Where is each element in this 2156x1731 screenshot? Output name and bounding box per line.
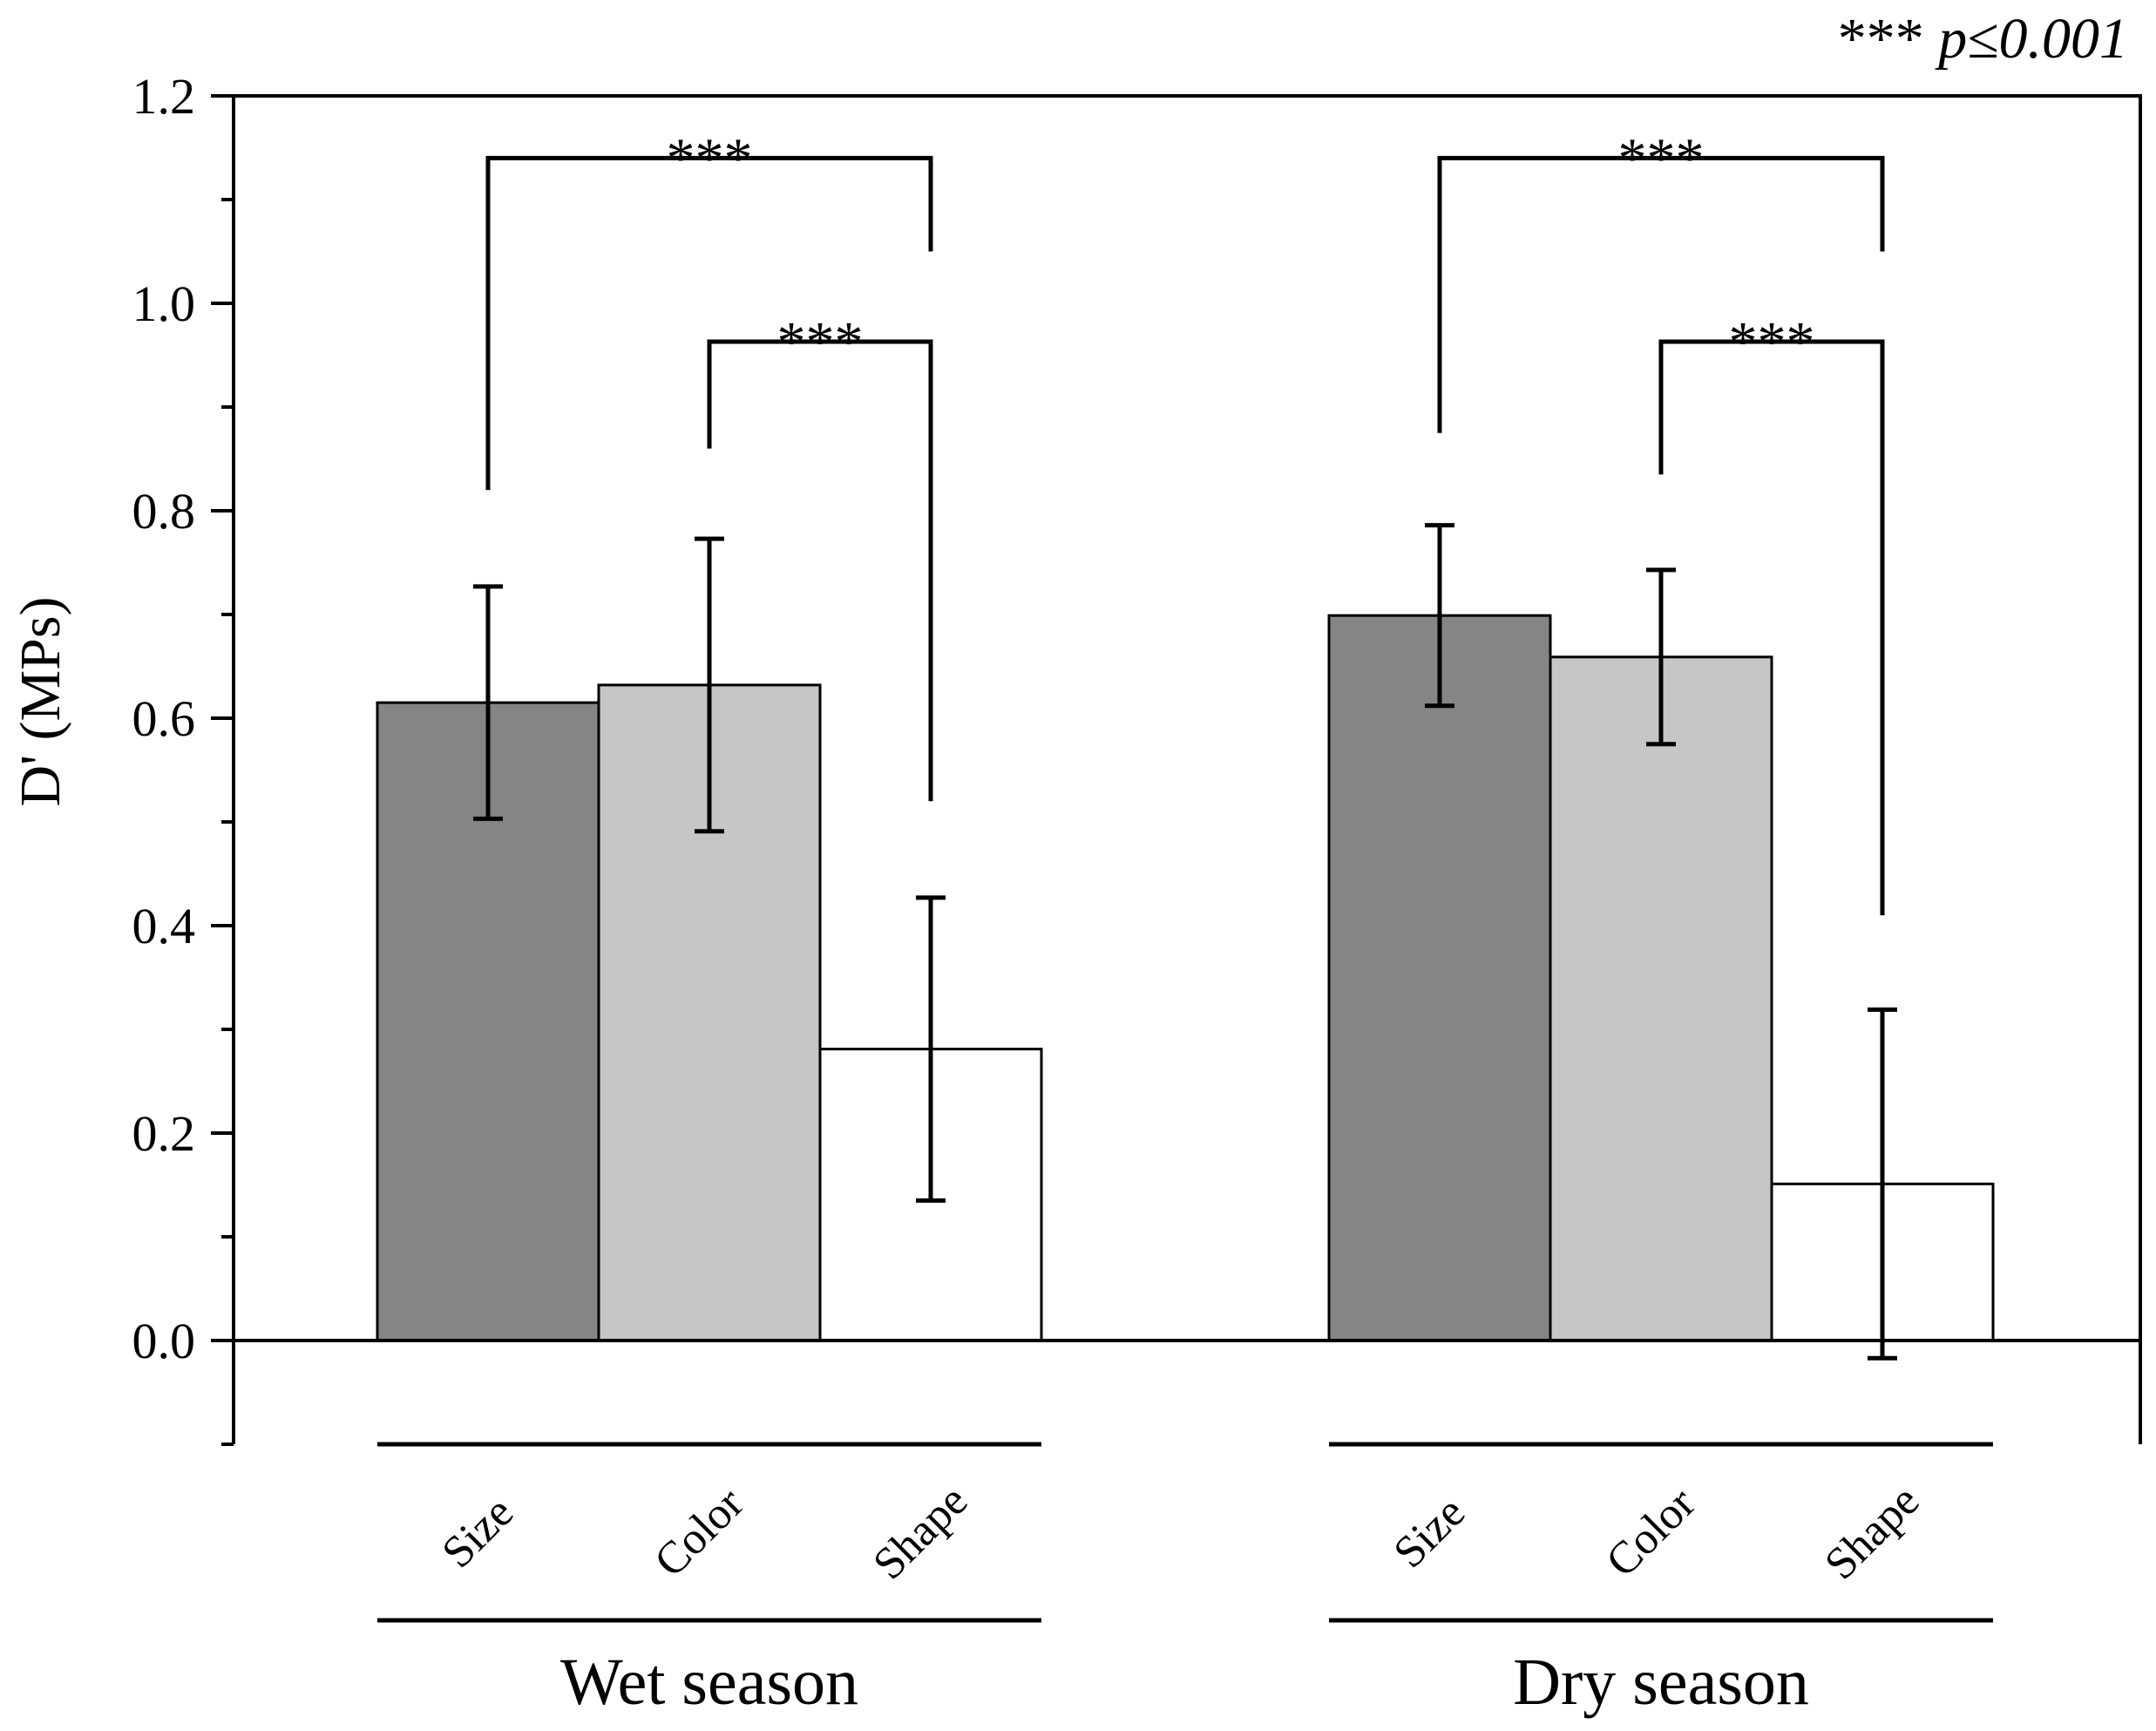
significance-stars: *** [1729, 310, 1815, 374]
significance-stars: *** [1618, 126, 1705, 190]
significance-note-stars: *** [1838, 7, 1924, 71]
y-tick-label: 0.4 [132, 898, 196, 954]
significance-note: *** p≤0.001 [1838, 7, 2128, 71]
x-category-label: Shape [1815, 1476, 1929, 1589]
significance-bracket [1437, 155, 1885, 433]
significance-bracket [707, 339, 933, 802]
y-axis-title: D' (MPs) [9, 596, 72, 806]
x-category-label: Shape [864, 1476, 977, 1589]
x-category-label: Color [645, 1478, 753, 1586]
y-tick-label: 0.8 [132, 483, 196, 540]
y-tick-label: 0.6 [132, 690, 196, 747]
x-category-label: Size [433, 1488, 524, 1578]
x-category-label: Color [1597, 1478, 1705, 1586]
y-tick-label: 0.2 [132, 1105, 196, 1162]
bars [376, 614, 1995, 1342]
significance-stars: *** [777, 310, 864, 374]
group-label: Wet season [560, 1646, 858, 1719]
significance-bracket [485, 155, 933, 491]
significance-bracket [1658, 339, 1885, 916]
y-tick-label: 1.2 [132, 68, 196, 125]
bar-size [1327, 614, 1552, 1342]
x-category-label: Size [1385, 1488, 1475, 1578]
significance-note-p: p≤0.001 [1935, 7, 2128, 71]
significance-stars: *** [667, 126, 753, 190]
error-bars [473, 523, 1897, 1361]
plot-frame [232, 94, 2142, 1444]
significance-brackets: *** *** *** *** [485, 126, 1885, 916]
y-tick-label: 1.0 [132, 275, 196, 332]
plot-frame-line [232, 94, 2142, 1444]
y-tick-label: 0.0 [132, 1313, 196, 1369]
y-axis: 0.0 0.2 0.4 0.6 0.8 1.0 1.2 [132, 68, 234, 1446]
bar-color [1549, 655, 1773, 1342]
group-label: Dry season [1513, 1646, 1809, 1719]
